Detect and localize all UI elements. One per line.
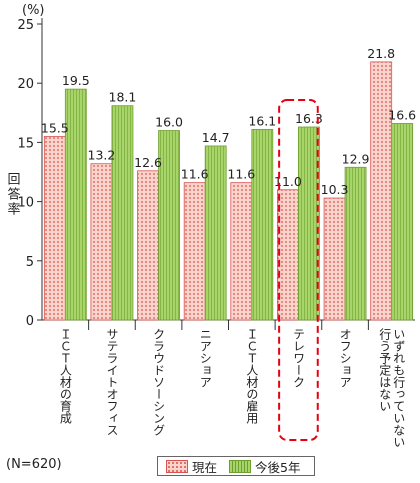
- bar-future: [251, 128, 274, 321]
- x-category-label: クラウドソーシング: [152, 328, 166, 436]
- bar-current: [230, 182, 253, 321]
- bar-future: [344, 166, 367, 321]
- x-category-label: ＩＣＴ人材の育成: [58, 328, 72, 425]
- data-label-current: 11.6: [227, 167, 255, 182]
- data-label-future: 18.1: [109, 90, 137, 105]
- bar-future: [64, 88, 87, 321]
- bar-current: [323, 197, 346, 321]
- legend-swatch-future: [229, 459, 252, 473]
- legend-swatch-current: [166, 459, 188, 473]
- x-category-label: サテライトオフィス: [105, 328, 119, 436]
- legend-item-current: 現在: [166, 457, 217, 476]
- y-tick-label: 10: [17, 196, 34, 211]
- data-label-current: 10.3: [321, 182, 349, 197]
- data-label-current: 12.6: [134, 155, 162, 170]
- bar-current: [90, 163, 113, 321]
- x-category-label: テレワーク: [291, 328, 305, 388]
- data-label-current: 15.5: [41, 120, 69, 135]
- y-tick-label: 5: [26, 255, 34, 270]
- data-label-future: 16.0: [155, 115, 183, 130]
- unit-label: (%): [22, 3, 45, 18]
- x-category-label: いずれも行っていない・: [392, 328, 406, 450]
- bar-future: [158, 130, 180, 321]
- y-tick-label: 20: [17, 77, 34, 92]
- x-category-label: オフショア: [338, 328, 352, 388]
- y-tick-label: 25: [17, 18, 34, 33]
- bar-future: [298, 126, 320, 321]
- data-label-future: 16.6: [388, 107, 416, 122]
- highlight-box: [278, 99, 319, 441]
- data-label-future: 16.1: [248, 113, 276, 128]
- bar-current: [183, 182, 206, 321]
- data-label-future: 14.7: [202, 130, 230, 145]
- data-label-future: 12.9: [342, 151, 370, 166]
- bar-future: [111, 105, 134, 321]
- bar-current: [370, 61, 393, 321]
- legend-item-future: 今後5年: [229, 457, 300, 476]
- y-tick-label: 0: [26, 314, 34, 329]
- y-axis-title: 回答率: [5, 172, 21, 217]
- data-label-current: 21.8: [367, 46, 395, 61]
- bar-future: [204, 145, 227, 321]
- bar-current: [277, 189, 299, 321]
- x-category-label: ニアショア: [198, 328, 212, 388]
- bar-chart: (%) 回答率 0 5 10 15 20 25 15.5 19.5 ＩＣＴ人材の育成 13.2 18…: [5, 3, 417, 450]
- bar-future: [391, 123, 414, 321]
- data-label-current: 11.6: [181, 167, 209, 182]
- data-label-future: 16.3: [295, 111, 323, 126]
- bar-current: [43, 136, 66, 321]
- legend-label-future: 今後5年: [255, 459, 301, 475]
- legend-label-current: 現在: [192, 459, 218, 475]
- data-label-current: 13.2: [88, 148, 116, 163]
- x-category-label: ＩＣＴ人材の雇用: [245, 328, 259, 425]
- legend: 現在 今後5年: [157, 456, 316, 476]
- data-label-current: 11.0: [274, 174, 302, 189]
- sample-size-note: (N=620): [6, 457, 62, 472]
- data-label-future: 19.5: [62, 73, 90, 88]
- x-category-label: 行う予定はない: [378, 328, 392, 412]
- bar-current: [137, 170, 159, 321]
- y-tick-label: 15: [17, 136, 34, 151]
